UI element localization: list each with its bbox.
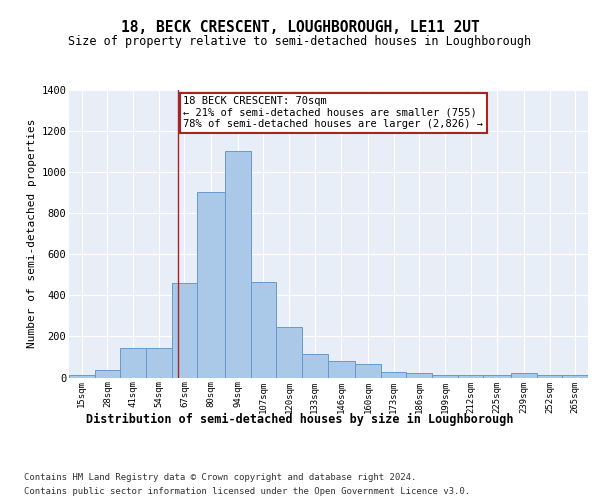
Bar — [302, 354, 328, 378]
Bar — [484, 376, 511, 378]
Bar — [381, 372, 406, 378]
Text: 18, BECK CRESCENT, LOUGHBOROUGH, LE11 2UT: 18, BECK CRESCENT, LOUGHBOROUGH, LE11 2U… — [121, 20, 479, 35]
Text: Contains public sector information licensed under the Open Government Licence v3: Contains public sector information licen… — [24, 488, 470, 496]
Text: Size of property relative to semi-detached houses in Loughborough: Size of property relative to semi-detach… — [68, 35, 532, 48]
Bar — [458, 376, 484, 378]
Bar — [251, 282, 276, 378]
Bar — [511, 374, 536, 378]
Text: Contains HM Land Registry data © Crown copyright and database right 2024.: Contains HM Land Registry data © Crown c… — [24, 472, 416, 482]
Text: Distribution of semi-detached houses by size in Loughborough: Distribution of semi-detached houses by … — [86, 412, 514, 426]
Bar — [432, 376, 458, 378]
Bar — [172, 283, 197, 378]
Bar — [146, 348, 172, 378]
Bar — [225, 150, 251, 378]
Y-axis label: Number of semi-detached properties: Number of semi-detached properties — [27, 119, 37, 348]
Bar — [406, 374, 432, 378]
Bar — [95, 370, 121, 378]
Bar — [562, 376, 588, 378]
Bar — [69, 376, 95, 378]
Bar — [355, 364, 381, 378]
Bar — [536, 376, 562, 378]
Text: 18 BECK CRESCENT: 70sqm
← 21% of semi-detached houses are smaller (755)
78% of s: 18 BECK CRESCENT: 70sqm ← 21% of semi-de… — [184, 96, 484, 130]
Bar — [276, 327, 302, 378]
Bar — [121, 348, 146, 378]
Bar — [197, 192, 225, 378]
Bar — [328, 361, 355, 378]
